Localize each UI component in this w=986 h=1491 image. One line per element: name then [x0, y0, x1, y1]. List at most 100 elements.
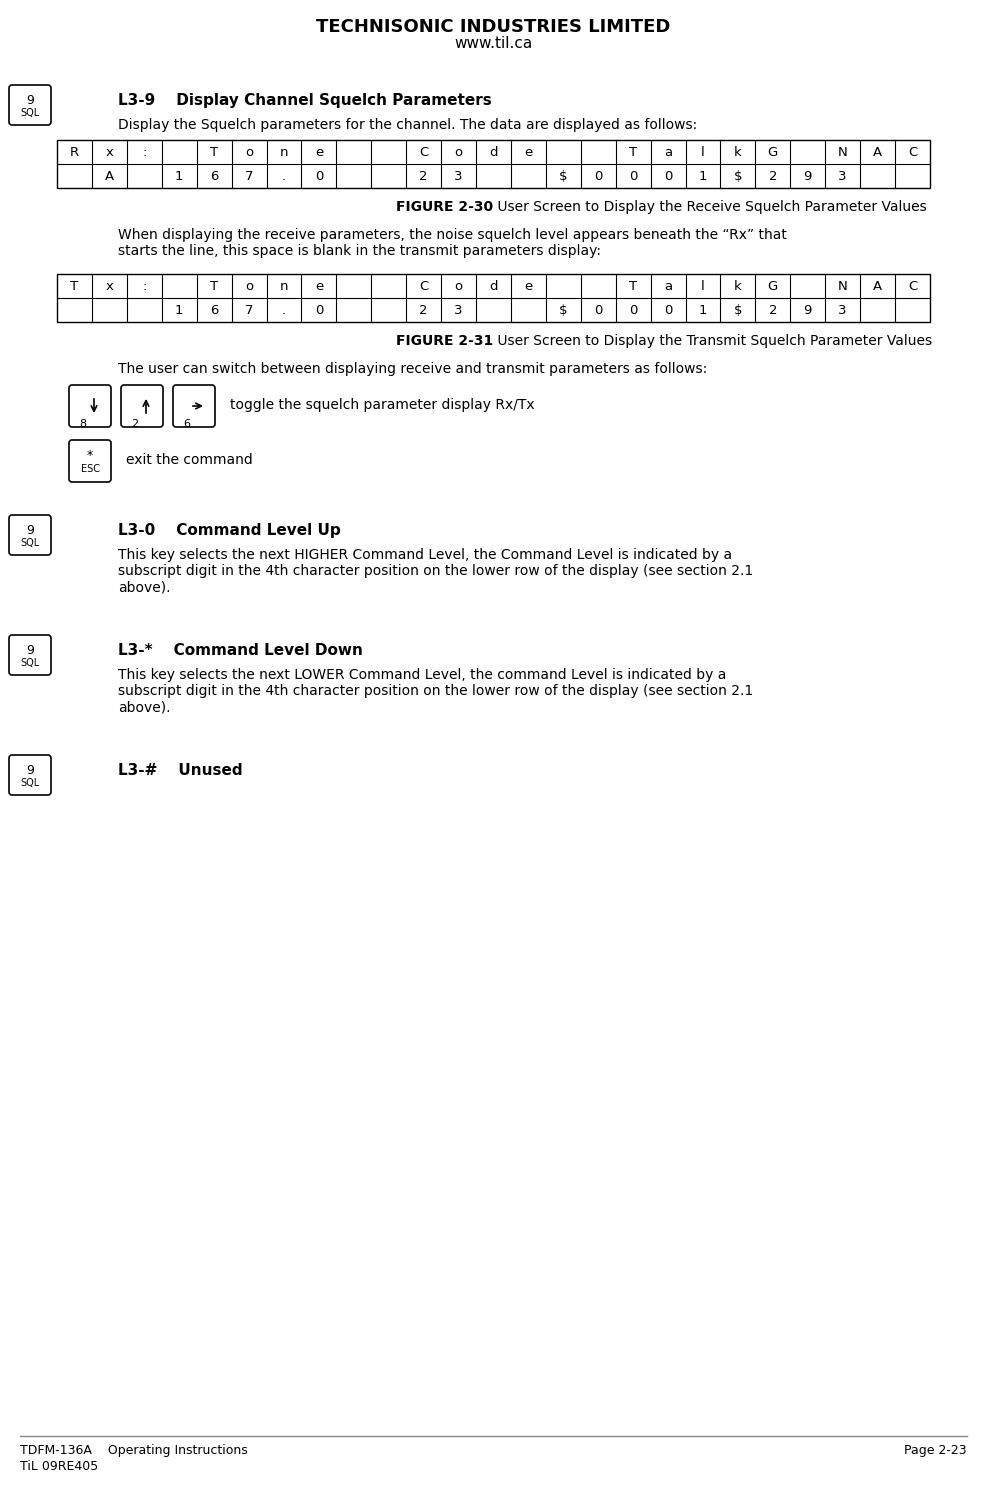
Text: 9: 9: [26, 523, 34, 537]
Text: l: l: [700, 146, 704, 158]
Text: 3: 3: [454, 170, 462, 182]
Text: :: :: [142, 279, 146, 292]
Text: 1: 1: [698, 304, 707, 316]
Text: 2: 2: [768, 304, 776, 316]
Text: 1: 1: [175, 170, 183, 182]
Text: 6: 6: [210, 170, 218, 182]
Text: N: N: [837, 146, 847, 158]
Text: 3: 3: [454, 304, 462, 316]
Text: *: *: [87, 449, 93, 462]
Text: SQL: SQL: [21, 107, 39, 118]
Text: x: x: [106, 279, 113, 292]
Text: 9: 9: [26, 644, 34, 656]
Text: a: a: [664, 279, 671, 292]
Text: $: $: [733, 170, 741, 182]
Text: $: $: [733, 304, 741, 316]
FancyBboxPatch shape: [69, 440, 110, 482]
Text: e: e: [524, 279, 532, 292]
Text: 9: 9: [803, 170, 811, 182]
FancyBboxPatch shape: [9, 754, 51, 795]
Text: .: .: [282, 170, 286, 182]
Text: G: G: [767, 146, 777, 158]
Text: n: n: [279, 146, 288, 158]
Text: 1: 1: [175, 304, 183, 316]
Text: This key selects the next HIGHER Command Level, the Command Level is indicated b: This key selects the next HIGHER Command…: [118, 549, 752, 595]
Text: L3-9    Display Channel Squelch Parameters: L3-9 Display Channel Squelch Parameters: [118, 92, 491, 107]
Text: N: N: [837, 279, 847, 292]
Text: SQL: SQL: [21, 778, 39, 789]
Text: l: l: [700, 279, 704, 292]
Text: 0: 0: [664, 304, 671, 316]
Text: 2: 2: [131, 419, 138, 429]
Text: FIGURE 2-31: FIGURE 2-31: [395, 334, 492, 347]
Text: C: C: [907, 146, 916, 158]
FancyBboxPatch shape: [121, 385, 163, 426]
Text: $: $: [558, 304, 567, 316]
Text: ESC: ESC: [81, 464, 100, 474]
Text: C: C: [419, 279, 428, 292]
Text: o: o: [245, 279, 252, 292]
Text: T: T: [628, 279, 637, 292]
Text: 2: 2: [768, 170, 776, 182]
Text: :: :: [142, 146, 146, 158]
Text: Page 2-23: Page 2-23: [903, 1443, 966, 1457]
Text: a: a: [664, 146, 671, 158]
Text: L3-#    Unused: L3-# Unused: [118, 763, 243, 778]
Text: SQL: SQL: [21, 658, 39, 668]
Text: TECHNISONIC INDUSTRIES LIMITED: TECHNISONIC INDUSTRIES LIMITED: [316, 18, 669, 36]
Text: 7: 7: [245, 304, 253, 316]
Text: C: C: [907, 279, 916, 292]
Text: o: o: [245, 146, 252, 158]
Text: 9: 9: [26, 763, 34, 777]
FancyBboxPatch shape: [173, 385, 215, 426]
Text: C: C: [419, 146, 428, 158]
Text: e: e: [315, 146, 322, 158]
Text: 6: 6: [182, 419, 190, 429]
Text: 6: 6: [210, 304, 218, 316]
Text: L3-0    Command Level Up: L3-0 Command Level Up: [118, 523, 340, 538]
Text: T: T: [70, 279, 79, 292]
Text: TiL 09RE405: TiL 09RE405: [20, 1460, 99, 1473]
Text: TDFM-136A    Operating Instructions: TDFM-136A Operating Instructions: [20, 1443, 247, 1457]
Text: 0: 0: [315, 170, 322, 182]
Text: L3-*    Command Level Down: L3-* Command Level Down: [118, 643, 363, 658]
Text: o: o: [455, 146, 462, 158]
Text: A: A: [873, 146, 881, 158]
Text: G: G: [767, 279, 777, 292]
Text: T: T: [210, 279, 218, 292]
FancyBboxPatch shape: [9, 635, 51, 675]
Text: 8: 8: [79, 419, 86, 429]
Text: 2: 2: [419, 304, 428, 316]
Text: k: k: [734, 279, 741, 292]
Text: 0: 0: [628, 170, 637, 182]
FancyBboxPatch shape: [9, 85, 51, 125]
Text: 7: 7: [245, 170, 253, 182]
Text: .: .: [282, 304, 286, 316]
Text: T: T: [210, 146, 218, 158]
Text: User Screen to Display the Transmit Squelch Parameter Values: User Screen to Display the Transmit Sque…: [492, 334, 931, 347]
Text: 9: 9: [26, 94, 34, 106]
Text: The user can switch between displaying receive and transmit parameters as follow: The user can switch between displaying r…: [118, 362, 707, 376]
Text: 0: 0: [594, 304, 601, 316]
Text: d: d: [489, 279, 497, 292]
Text: A: A: [873, 279, 881, 292]
Text: 3: 3: [837, 304, 846, 316]
Text: 3: 3: [837, 170, 846, 182]
FancyBboxPatch shape: [69, 385, 110, 426]
Text: www.til.ca: www.til.ca: [454, 36, 531, 51]
Text: x: x: [106, 146, 113, 158]
Text: 0: 0: [628, 304, 637, 316]
Text: Display the Squelch parameters for the channel. The data are displayed as follow: Display the Squelch parameters for the c…: [118, 118, 696, 133]
Text: exit the command: exit the command: [126, 453, 252, 467]
Text: 0: 0: [315, 304, 322, 316]
Text: R: R: [70, 146, 79, 158]
Text: A: A: [105, 170, 113, 182]
Bar: [57, 140, 929, 188]
Text: $: $: [558, 170, 567, 182]
Text: e: e: [524, 146, 532, 158]
Text: 2: 2: [419, 170, 428, 182]
FancyBboxPatch shape: [9, 514, 51, 555]
Text: T: T: [628, 146, 637, 158]
Text: toggle the squelch parameter display Rx/Tx: toggle the squelch parameter display Rx/…: [230, 398, 534, 412]
Text: k: k: [734, 146, 741, 158]
